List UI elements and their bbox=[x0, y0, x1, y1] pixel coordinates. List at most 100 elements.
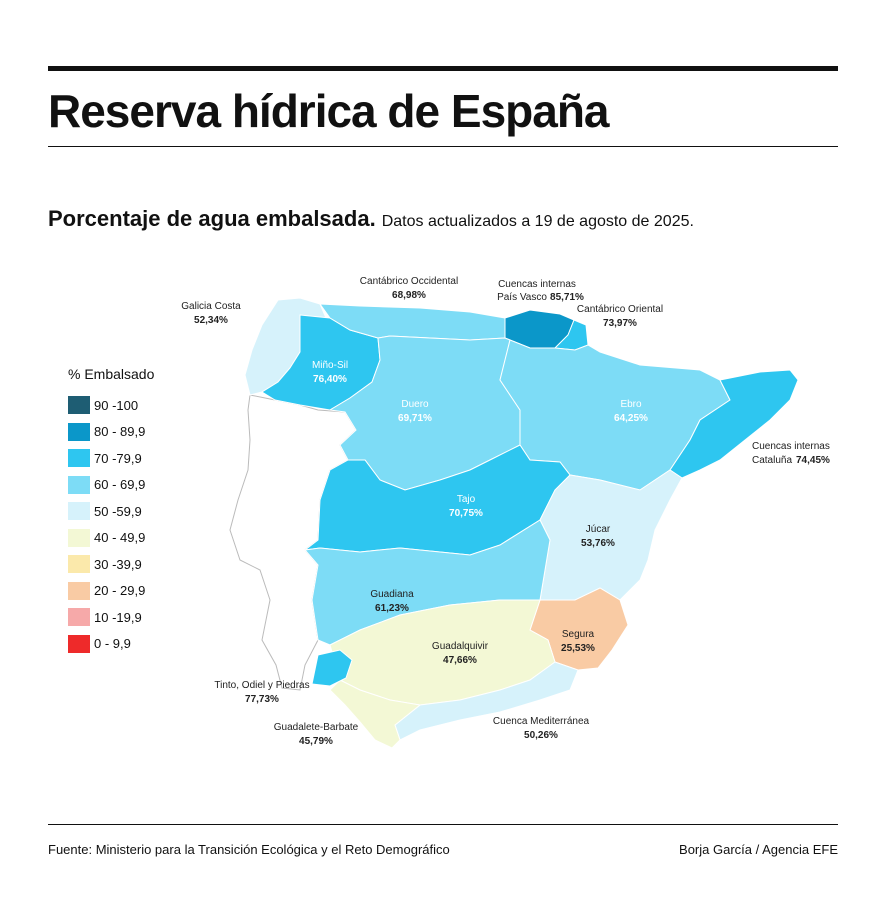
legend-swatch bbox=[68, 449, 90, 468]
label-tinto-odiel-value: 77,73% bbox=[245, 694, 279, 705]
label-guadalete-barbate-name: Guadalete-Barbate bbox=[274, 722, 359, 733]
label-guadalquivir: Guadalquivir 47,66% bbox=[432, 641, 489, 666]
subtitle-bold: Porcentaje de agua embalsada. bbox=[48, 206, 376, 231]
label-jucar: Júcar 53,76% bbox=[581, 524, 615, 549]
label-mediterranea: Cuenca Mediterránea 50,26% bbox=[493, 716, 590, 741]
bottom-rule bbox=[48, 824, 838, 825]
legend-swatch bbox=[68, 528, 90, 547]
basin-guadiana bbox=[304, 519, 551, 646]
legend-item: 50 -59,9 bbox=[68, 498, 154, 525]
legend: % Embalsado 90 -100 80 - 89,9 70 -79,9 60 -… bbox=[68, 366, 154, 657]
legend-item: 10 -19,9 bbox=[68, 604, 154, 631]
label-pais-vasco-value: 85,71% bbox=[550, 292, 584, 303]
legend-item: 20 - 29,9 bbox=[68, 578, 154, 605]
label-galicia-costa-name: Galicia Costa bbox=[181, 301, 241, 312]
legend-item: 70 -79,9 bbox=[68, 445, 154, 472]
label-cataluna-name1: Cuencas internas bbox=[752, 441, 830, 452]
legend-item: 90 -100 bbox=[68, 392, 154, 419]
label-cantabrico-oriental-name: Cantábrico Oriental bbox=[577, 304, 663, 315]
legend-swatch bbox=[68, 581, 90, 600]
label-cantabrico-oriental-value: 73,97% bbox=[603, 318, 637, 329]
legend-label: 10 -19,9 bbox=[94, 609, 142, 625]
legend-item: 30 -39,9 bbox=[68, 551, 154, 578]
label-ebro-name: Ebro bbox=[620, 399, 642, 410]
label-cantabrico-occidental-value: 68,98% bbox=[392, 290, 426, 301]
legend-label: 80 - 89,9 bbox=[94, 424, 146, 440]
label-mino-sil-name: Miño-Sil bbox=[312, 360, 348, 371]
credit-text: Borja García / Agencia EFE bbox=[679, 842, 838, 857]
label-guadalete-barbate: Guadalete-Barbate 45,79% bbox=[274, 722, 359, 747]
legend-swatch bbox=[68, 634, 90, 653]
label-tajo: Tajo 70,75% bbox=[449, 494, 483, 519]
source-text: Fuente: Ministerio para la Transición Ec… bbox=[48, 842, 450, 857]
subtitle-date: Datos actualizados a 19 de agosto de 202… bbox=[381, 213, 694, 230]
top-rule bbox=[48, 66, 838, 71]
legend-label: 0 - 9,9 bbox=[94, 636, 131, 652]
label-pais-vasco: Cuencas internas País Vasco 85,71% bbox=[497, 279, 584, 303]
label-guadalete-barbate-value: 45,79% bbox=[299, 736, 333, 747]
label-segura: Segura 25,53% bbox=[561, 629, 595, 654]
label-tajo-name: Tajo bbox=[457, 494, 476, 505]
label-mino-sil: Miño-Sil 76,40% bbox=[312, 360, 348, 385]
basin-guadalete-barbate bbox=[329, 679, 422, 749]
legend-label: 90 -100 bbox=[94, 397, 139, 413]
label-jucar-name: Júcar bbox=[586, 524, 611, 535]
label-duero-name: Duero bbox=[401, 399, 429, 410]
subtitle: Porcentaje de agua embalsada. Datos actua… bbox=[48, 206, 694, 232]
title-rule bbox=[48, 146, 838, 147]
label-tinto-odiel: Tinto, Odiel y Piedras 77,73% bbox=[214, 680, 309, 705]
basin-jucar bbox=[539, 469, 683, 601]
label-mediterranea-value: 50,26% bbox=[524, 730, 558, 741]
label-cataluna-name2: Cataluña bbox=[752, 455, 792, 466]
label-cataluna: Cuencas internas Cataluña 74,45% bbox=[752, 441, 830, 466]
legend-label: 30 -39,9 bbox=[94, 556, 142, 572]
basin-tinto-odiel bbox=[311, 649, 353, 687]
label-duero: Duero 69,71% bbox=[398, 399, 432, 424]
legend-swatch bbox=[68, 555, 90, 574]
legend-swatch bbox=[68, 422, 90, 441]
legend-item: 60 - 69,9 bbox=[68, 472, 154, 499]
label-guadalquivir-value: 47,66% bbox=[443, 655, 477, 666]
label-segura-name: Segura bbox=[562, 629, 595, 640]
legend-label: 50 -59,9 bbox=[94, 503, 142, 519]
legend-item: 0 - 9,9 bbox=[68, 631, 154, 658]
legend-label: 60 - 69,9 bbox=[94, 477, 146, 493]
label-ebro: Ebro 64,25% bbox=[614, 399, 648, 424]
label-galicia-costa-value: 52,34% bbox=[194, 315, 228, 326]
legend-swatch bbox=[68, 396, 90, 415]
legend-title: % Embalsado bbox=[68, 366, 155, 382]
legend-item: 40 - 49,9 bbox=[68, 525, 154, 552]
legend-swatch bbox=[68, 608, 90, 627]
label-guadiana-value: 61,23% bbox=[375, 603, 409, 614]
label-tinto-odiel-name: Tinto, Odiel y Piedras bbox=[214, 680, 309, 691]
label-duero-value: 69,71% bbox=[398, 413, 432, 424]
label-pais-vasco-name2: País Vasco bbox=[497, 292, 547, 303]
legend-item: 80 - 89,9 bbox=[68, 419, 154, 446]
label-mediterranea-name: Cuenca Mediterránea bbox=[493, 716, 590, 727]
label-guadalquivir-name: Guadalquivir bbox=[432, 641, 489, 652]
label-segura-value: 25,53% bbox=[561, 643, 595, 654]
legend-rows: 90 -100 80 - 89,9 70 -79,9 60 - 69,9 50 -59,… bbox=[68, 392, 154, 657]
legend-label: 20 - 29,9 bbox=[94, 583, 146, 599]
basin-mediterranea bbox=[394, 661, 579, 741]
label-ebro-value: 64,25% bbox=[614, 413, 648, 424]
legend-swatch bbox=[68, 502, 90, 521]
label-jucar-value: 53,76% bbox=[581, 538, 615, 549]
page-title: Reserva hídrica de España bbox=[48, 85, 610, 137]
label-tajo-value: 70,75% bbox=[449, 508, 483, 519]
label-cantabrico-occidental-name: Cantábrico Occidental bbox=[360, 276, 458, 287]
label-cataluna-value: 74,45% bbox=[796, 455, 830, 466]
legend-swatch bbox=[68, 475, 90, 494]
basin-cataluna bbox=[669, 369, 799, 479]
label-galicia-costa: Galicia Costa 52,34% bbox=[181, 301, 241, 326]
label-mino-sil-value: 76,40% bbox=[313, 374, 347, 385]
label-pais-vasco-name1: Cuencas internas bbox=[498, 279, 576, 290]
label-cantabrico-occidental: Cantábrico Occidental 68,98% bbox=[360, 276, 458, 301]
label-guadiana-name: Guadiana bbox=[370, 589, 414, 600]
legend-label: 70 -79,9 bbox=[94, 450, 142, 466]
legend-label: 40 - 49,9 bbox=[94, 530, 146, 546]
label-guadiana: Guadiana 61,23% bbox=[370, 589, 414, 614]
label-cantabrico-oriental: Cantábrico Oriental 73,97% bbox=[577, 304, 663, 329]
